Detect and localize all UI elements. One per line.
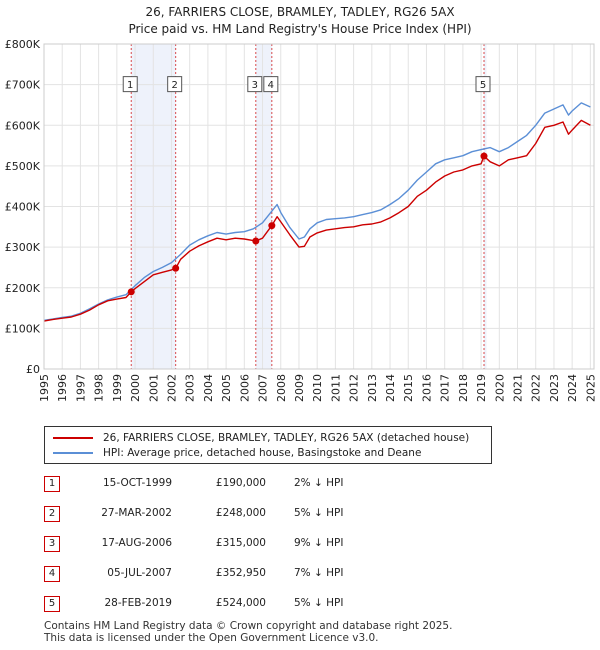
y-tick-label: £400K	[5, 201, 41, 214]
sale-label-number: 1	[127, 80, 133, 91]
sale-hpi-diff: 5% ↓ HPI	[294, 507, 344, 519]
sale-hpi-diff: 9% ↓ HPI	[294, 537, 344, 549]
footer: Contains HM Land Registry data © Crown c…	[44, 620, 452, 644]
sale-date: 05-JUL-2007	[107, 567, 172, 579]
sale-date: 27-MAR-2002	[101, 507, 172, 519]
sale-price: £315,000	[215, 537, 266, 549]
legend-item-hpi: HPI: Average price, detached house, Basi…	[53, 446, 421, 460]
sale-date: 15-OCT-1999	[103, 477, 172, 489]
sale-row: 3 17-AUG-2006 £315,000 9% ↓ HPI	[44, 536, 564, 552]
x-tick-label: 2023	[548, 374, 561, 402]
legend-label-hpi: HPI: Average price, detached house, Basi…	[103, 447, 422, 459]
x-tick-label: 2004	[202, 374, 215, 402]
sale-label-number: 4	[268, 80, 274, 91]
sale-point	[127, 288, 135, 296]
x-tick-label: 2017	[439, 374, 452, 402]
plot-frame	[43, 43, 595, 370]
x-tick-label: 2001	[147, 374, 160, 402]
property-price-line	[43, 119, 591, 322]
x-tick-label: 2021	[512, 374, 525, 402]
sale-label-box	[263, 76, 279, 93]
y-tick-label: £0	[26, 363, 40, 376]
sale-label-number: 3	[252, 80, 258, 91]
x-tick-label: 2003	[184, 374, 197, 402]
sale-hpi-diff: 7% ↓ HPI	[294, 567, 344, 579]
sale-label-box	[247, 76, 263, 93]
sale-label-number: 2	[171, 80, 177, 91]
x-tick-label: 2011	[329, 374, 342, 402]
sale-label-box	[122, 76, 138, 93]
y-tick-label: £100K	[5, 322, 41, 335]
x-tick-label: 2009	[293, 374, 306, 402]
y-tick-label: £700K	[5, 79, 41, 92]
x-tick-label: 2018	[457, 374, 470, 402]
x-tick-label: 2025	[584, 374, 597, 402]
legend-swatch-property	[53, 437, 93, 439]
x-tick-label: 1996	[56, 374, 69, 402]
footer-licence: This data is licensed under the Open Gov…	[44, 632, 379, 644]
sale-price: £524,000	[215, 597, 266, 609]
x-tick-label: 2008	[275, 374, 288, 402]
sale-point	[172, 264, 180, 272]
x-tick-label: 2015	[402, 374, 415, 402]
sale-price: £352,950	[215, 567, 266, 579]
chart-title-block: 26, FARRIERS CLOSE, BRAMLEY, TADLEY, RG2…	[0, 4, 600, 38]
y-tick-label: £600K	[5, 119, 41, 132]
y-tick-label: £200K	[5, 282, 41, 295]
sale-number-badge: 4	[44, 566, 60, 582]
x-tick-label: 2022	[530, 374, 543, 402]
legend-label-property: 26, FARRIERS CLOSE, BRAMLEY, TADLEY, RG2…	[103, 432, 470, 444]
x-tick-label: 2006	[238, 374, 251, 402]
chart-title: 26, FARRIERS CLOSE, BRAMLEY, TADLEY, RG2…	[145, 5, 455, 19]
sale-number-badge: 3	[44, 536, 60, 552]
legend-item-property: 26, FARRIERS CLOSE, BRAMLEY, TADLEY, RG2…	[53, 431, 469, 445]
chart-subtitle: Price paid vs. HM Land Registry's House …	[128, 22, 472, 36]
x-tick-label: 1995	[38, 374, 51, 402]
sale-point	[480, 152, 488, 160]
x-tick-label: 2007	[257, 374, 270, 402]
sale-number-badge: 1	[44, 476, 60, 492]
sale-label-number: 5	[480, 80, 486, 91]
sale-price: £190,000	[215, 477, 266, 489]
x-tick-label: 1999	[111, 374, 124, 402]
sale-label-box	[475, 76, 491, 93]
footer-copyright: Contains HM Land Registry data © Crown c…	[44, 620, 453, 632]
x-tick-label: 2016	[420, 374, 433, 402]
sale-hpi-diff: 2% ↓ HPI	[294, 477, 344, 489]
legend: 26, FARRIERS CLOSE, BRAMLEY, TADLEY, RG2…	[44, 426, 492, 464]
x-tick-label: 2020	[493, 374, 506, 402]
x-tick-label: 2010	[311, 374, 324, 402]
x-tick-label: 2013	[366, 374, 379, 402]
sale-date: 17-AUG-2006	[101, 537, 172, 549]
x-tick-label: 1998	[93, 374, 106, 402]
x-tick-label: 2005	[220, 374, 233, 402]
x-tick-label: 2000	[129, 374, 142, 402]
x-tick-label: 2019	[475, 374, 488, 402]
sale-number-badge: 2	[44, 506, 60, 522]
sale-date: 28-FEB-2019	[104, 597, 172, 609]
sale-number-badge: 5	[44, 596, 60, 612]
price-chart: £0 £100K £200K £300K £400K £500K £600K £700K £80…	[5, 38, 598, 402]
hpi-line	[43, 102, 591, 321]
x-tick-label: 1997	[74, 374, 87, 402]
sale-row: 1 15-OCT-1999 £190,000 2% ↓ HPI	[44, 476, 564, 492]
sale-price: £248,000	[215, 507, 266, 519]
y-tick-label: £300K	[5, 241, 41, 254]
x-tick-label: 2002	[165, 374, 178, 402]
sale-point	[252, 237, 260, 245]
y-tick-label: £800K	[5, 38, 41, 51]
x-tick-label: 2024	[566, 374, 579, 402]
sale-hpi-diff: 5% ↓ HPI	[294, 597, 344, 609]
x-tick-label: 2014	[384, 374, 397, 402]
y-tick-label: £500K	[5, 160, 41, 173]
sale-row: 2 27-MAR-2002 £248,000 5% ↓ HPI	[44, 506, 564, 522]
sale-row: 4 05-JUL-2007 £352,950 7% ↓ HPI	[44, 566, 564, 582]
sale-label-box	[167, 76, 183, 93]
x-tick-label: 2012	[348, 374, 361, 402]
legend-swatch-hpi	[53, 452, 93, 454]
sale-row: 5 28-FEB-2019 £524,000 5% ↓ HPI	[44, 596, 564, 612]
sale-point	[268, 222, 276, 230]
